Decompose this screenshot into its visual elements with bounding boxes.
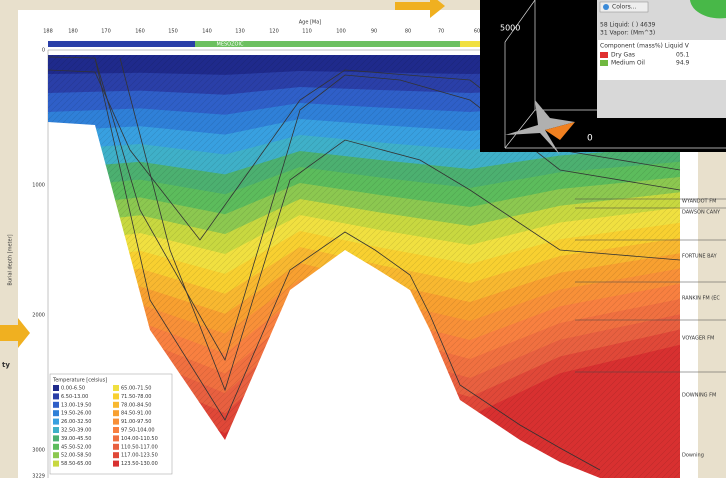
component-name: Medium Oil xyxy=(611,60,645,67)
inset-axis-label: 5000 xyxy=(500,24,520,33)
legend-swatch xyxy=(113,418,119,425)
component-swatch xyxy=(600,60,608,66)
legend-swatch xyxy=(53,460,59,467)
legend-label: 19.50-26.00 xyxy=(61,411,91,417)
depth-tick-label: 0 xyxy=(42,48,45,54)
legend-swatch xyxy=(53,427,59,433)
legend-title: Temperature [celsius] xyxy=(52,378,107,384)
colors-button[interactable] xyxy=(599,1,649,13)
age-axis-title: Age [Ma] xyxy=(299,20,322,26)
legend-swatch xyxy=(53,410,59,417)
component-name: Dry Gas xyxy=(611,52,635,59)
depth-tick-label: 2000 xyxy=(32,313,45,319)
legend-swatch xyxy=(53,452,59,459)
legend-label: 123.50-130.00 xyxy=(121,461,158,467)
legend-label: 26.00-32.50 xyxy=(61,419,91,425)
legend-swatch xyxy=(53,385,59,391)
legend-label: 65.00-71.50 xyxy=(121,386,151,392)
inset-row: 58 Liquid: ( ) 4639 xyxy=(600,22,656,29)
age-tick-label: 60 xyxy=(474,29,480,35)
age-tick-label: 170 xyxy=(101,29,111,35)
component-value: 94.9 xyxy=(676,60,690,67)
legend-label: 58.50-65.00 xyxy=(61,461,91,467)
age-tick-label: 130 xyxy=(235,29,245,35)
legend-label: 78.00-84.50 xyxy=(121,402,151,408)
formation-label: VOYAGER FM xyxy=(682,336,714,342)
legend-label: 71.50-78.00 xyxy=(121,394,151,400)
inset-row: 31 Vapor: (Mm^3) xyxy=(600,30,655,37)
age-tick-label: 110 xyxy=(302,29,312,35)
inset-3d-view: Colors... 58 Liquid: ( ) 4639 31 Vapor: … xyxy=(480,0,726,155)
depth-axis-title: Burial depth [meter] xyxy=(8,234,14,285)
age-tick-label: 188 xyxy=(43,29,53,35)
legend-swatch xyxy=(113,393,119,400)
age-tick-label: 140 xyxy=(202,29,212,35)
age-tick-label: 180 xyxy=(68,29,78,35)
formation-label: DOWNING FM xyxy=(682,393,716,399)
side-label: ty xyxy=(2,361,10,369)
legend-swatch xyxy=(113,385,119,391)
legend: Temperature [celsius] 0.00-6.50 6.50-13.0… xyxy=(49,373,173,475)
legend-label: 97.50-104.00 xyxy=(121,428,155,434)
legend-swatch xyxy=(113,435,119,442)
legend-label: 6.50-13.00 xyxy=(61,394,88,400)
legend-label: 39.00-45.50 xyxy=(61,436,91,442)
legend-swatch xyxy=(113,427,119,433)
formation-label: Downing xyxy=(682,453,704,459)
age-tick-label: 160 xyxy=(135,29,145,35)
formation-label: RANKIN FM (EC xyxy=(682,296,720,302)
legend-label: 45.50-52.00 xyxy=(61,444,91,450)
age-tick-label: 150 xyxy=(168,29,178,35)
legend-swatch xyxy=(53,443,59,450)
legend-swatch xyxy=(113,452,119,459)
age-tick-label: 90 xyxy=(371,29,377,35)
era-bar xyxy=(195,41,460,47)
legend-swatch xyxy=(53,435,59,442)
arrow xyxy=(0,318,30,348)
legend-label: 110.50-117.00 xyxy=(121,444,158,450)
legend-swatch xyxy=(53,393,59,400)
legend-label: 32.50-39.00 xyxy=(61,428,91,434)
inset-axis-label: 0 xyxy=(587,134,593,144)
legend-label: 104.00-110.50 xyxy=(121,436,158,442)
component-swatch xyxy=(600,52,608,58)
depth-tick-label: 3000 xyxy=(32,448,45,454)
legend-swatch xyxy=(53,418,59,425)
legend-swatch xyxy=(113,460,119,467)
component-value: 05.1 xyxy=(676,52,690,59)
colors-button-label[interactable]: Colors... xyxy=(612,4,637,11)
era-bar-right xyxy=(460,41,480,47)
formation-label: WYANDOT FM xyxy=(682,199,716,205)
depth-tick-label: 3229 xyxy=(32,474,45,479)
depth-tick-label: 1000 xyxy=(32,183,45,189)
legend-label: 84.50-91.00 xyxy=(121,411,151,417)
legend-label: 0.00-6.50 xyxy=(61,386,85,392)
formation-label: FORTUNE BAY xyxy=(682,254,718,260)
age-tick-label: 70 xyxy=(438,29,444,35)
inset-header: Component (mass%) Liquid V xyxy=(600,43,690,50)
legend-label: 13.00-19.50 xyxy=(61,402,91,408)
legend-label: 52.00-58.50 xyxy=(61,453,91,459)
legend-swatch xyxy=(53,401,59,408)
legend-swatch xyxy=(113,443,119,450)
age-tick-label: 100 xyxy=(336,29,346,35)
legend-swatch xyxy=(113,401,119,408)
legend-swatch xyxy=(113,410,119,417)
arrow xyxy=(395,0,445,18)
age-tick-label: 80 xyxy=(405,29,411,35)
legend-label: 91.00-97.50 xyxy=(121,419,151,425)
legend-label: 117.00-123.50 xyxy=(121,453,158,459)
age-tick-label: 120 xyxy=(269,29,279,35)
formation-lines xyxy=(575,198,726,373)
formation-label: DAWSON CANY xyxy=(682,210,721,216)
era-label: MESOZOIC xyxy=(217,42,244,48)
